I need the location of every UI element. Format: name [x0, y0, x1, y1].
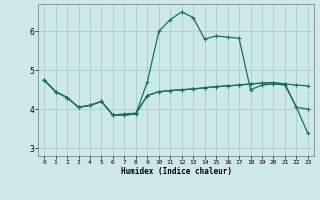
- X-axis label: Humidex (Indice chaleur): Humidex (Indice chaleur): [121, 167, 231, 176]
